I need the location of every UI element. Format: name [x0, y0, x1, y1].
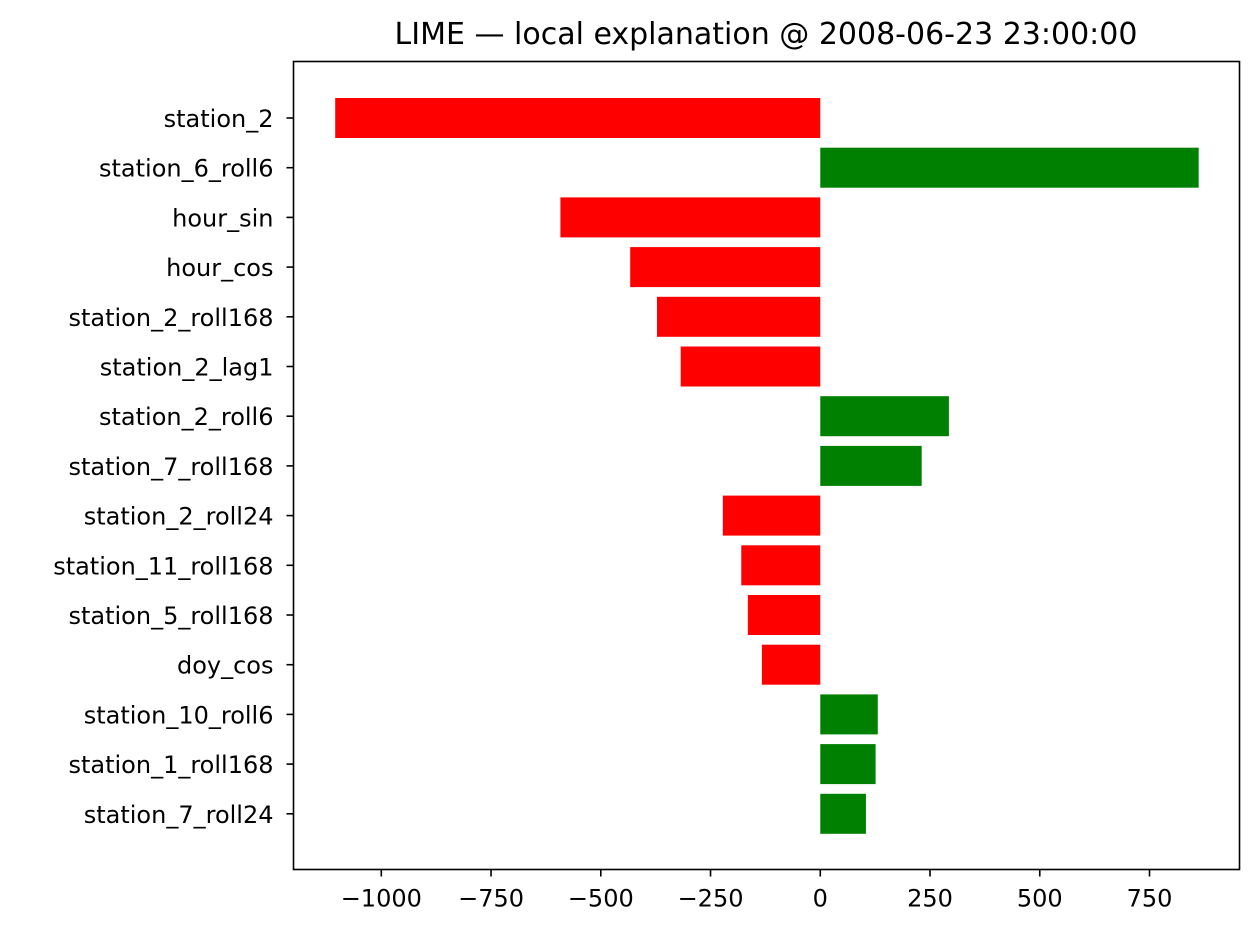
bar-station_2_roll6	[820, 396, 949, 437]
x-tick-label: 500	[1017, 885, 1063, 913]
bar-station_7_roll24	[820, 793, 866, 834]
x-tick-label: −250	[678, 885, 744, 913]
y-tick-label: hour_cos	[166, 254, 273, 282]
bar-station_2_lag1	[680, 346, 821, 387]
bar-doy_cos	[761, 644, 821, 685]
y-tick-label: station_7_roll24	[84, 801, 274, 829]
x-tick-label: −1000	[341, 885, 422, 913]
y-tick-label: station_2_roll6	[99, 403, 274, 431]
y-tick-label: station_6_roll6	[99, 155, 274, 183]
bar-station_5_roll168	[747, 595, 821, 635]
y-tick-label: station_11_roll168	[53, 552, 273, 580]
x-axis: −1000 −750 −500 −250 0 250 500 750	[341, 869, 1173, 913]
y-tick-label: station_2	[164, 105, 274, 133]
bar-hour_sin	[560, 197, 821, 238]
bars-layer	[335, 98, 1199, 834]
bar-station_7_roll168	[820, 445, 922, 486]
x-tick-label: −750	[458, 885, 524, 913]
bar-hour_cos	[630, 247, 821, 288]
x-tick-label: 250	[907, 885, 953, 913]
bar-station_2_roll168	[656, 296, 821, 337]
chart-title: LIME — local explanation @ 2008-06-23 23…	[395, 17, 1138, 52]
bar-station_2	[335, 98, 821, 138]
bar-station_11_roll168	[741, 545, 821, 586]
x-tick-label: 0	[813, 885, 828, 913]
bar-station_6_roll6	[820, 147, 1199, 188]
x-tick-label: 750	[1127, 885, 1173, 913]
y-tick-label: station_5_roll168	[68, 602, 273, 630]
bar-station_1_roll168	[820, 744, 876, 785]
y-tick-label: station_10_roll6	[84, 701, 274, 729]
y-tick-label: station_7_roll168	[68, 453, 273, 481]
y-axis: station_2 station_6_roll6 hour_sin hour_cos…	[53, 105, 294, 829]
y-tick-label: hour_sin	[172, 204, 273, 232]
y-tick-label: station_2_lag1	[100, 354, 274, 382]
bar-station_10_roll6	[820, 694, 878, 735]
y-tick-label: station_2_roll24	[84, 503, 274, 531]
y-tick-label: station_2_roll168	[68, 304, 273, 332]
y-tick-label: station_1_roll168	[68, 751, 273, 779]
bar-station_2_roll24	[722, 495, 821, 536]
x-tick-label: −500	[568, 885, 634, 913]
y-tick-label: doy_cos	[177, 652, 274, 680]
